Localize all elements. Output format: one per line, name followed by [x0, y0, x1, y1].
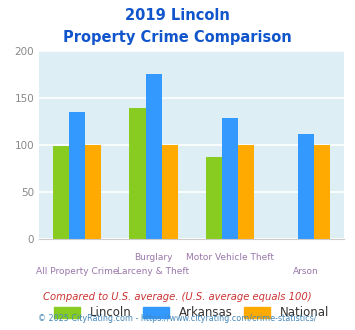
Bar — [222, 118, 238, 239]
Legend: Lincoln, Arkansas, National: Lincoln, Arkansas, National — [50, 302, 334, 324]
Bar — [162, 145, 178, 239]
Bar — [298, 134, 314, 239]
Bar — [69, 112, 85, 239]
Text: Arson: Arson — [293, 267, 319, 276]
Text: 2019 Lincoln: 2019 Lincoln — [125, 8, 230, 23]
Bar — [314, 145, 330, 239]
Bar — [146, 74, 162, 239]
Text: © 2025 CityRating.com - https://www.cityrating.com/crime-statistics/: © 2025 CityRating.com - https://www.city… — [38, 314, 317, 323]
Text: Motor Vehicle Theft: Motor Vehicle Theft — [186, 253, 274, 262]
Text: Larceny & Theft: Larceny & Theft — [118, 267, 190, 276]
Text: Property Crime Comparison: Property Crime Comparison — [63, 30, 292, 45]
Bar — [206, 157, 222, 239]
Bar — [85, 145, 101, 239]
Bar — [53, 146, 69, 239]
Bar — [130, 108, 146, 239]
Text: Burglary: Burglary — [134, 253, 173, 262]
Bar — [238, 145, 254, 239]
Text: All Property Crime: All Property Crime — [36, 267, 119, 276]
Text: Compared to U.S. average. (U.S. average equals 100): Compared to U.S. average. (U.S. average … — [43, 292, 312, 302]
